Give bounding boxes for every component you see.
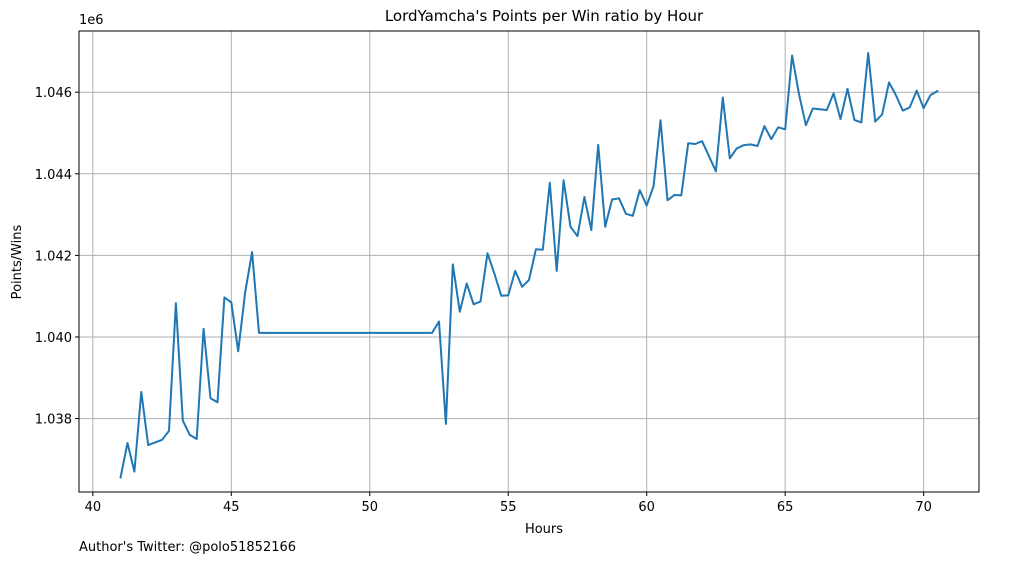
series-line-0 bbox=[119, 52, 939, 479]
y-tick-label: 1.038 bbox=[35, 413, 72, 428]
x-tick-label: 60 bbox=[638, 500, 655, 515]
x-tick-label: 50 bbox=[361, 500, 378, 515]
y-axis-ticks: 1.038 1.040 1.042 1.044 1.046 bbox=[35, 86, 79, 428]
y-grid-lines bbox=[79, 91, 979, 420]
x-tick-label: 55 bbox=[500, 500, 517, 515]
x-tick-label: 65 bbox=[777, 500, 794, 515]
y-offset-label: 1e6 bbox=[79, 13, 104, 28]
x-tick-label: 45 bbox=[223, 500, 240, 515]
y-tick-label: 1.042 bbox=[35, 249, 72, 264]
y-tick-label: 1.044 bbox=[35, 168, 72, 183]
x-axis-label: Hours bbox=[525, 522, 563, 537]
author-twitter-credit: Author's Twitter: @polo51852166 bbox=[79, 540, 296, 555]
chart-title: LordYamcha's Points per Win ratio by Hou… bbox=[385, 7, 704, 25]
x-tick-label: 70 bbox=[915, 500, 932, 515]
y-tick-label: 1.046 bbox=[35, 86, 72, 101]
x-tick-label: 40 bbox=[85, 500, 102, 515]
y-axis-label: Points/Wins bbox=[10, 224, 25, 299]
y-tick-label: 1.040 bbox=[35, 331, 72, 346]
series-layer bbox=[119, 52, 939, 479]
x-axis-ticks: 40 45 50 55 60 65 70 bbox=[85, 492, 932, 515]
plot-frame bbox=[78, 30, 980, 493]
